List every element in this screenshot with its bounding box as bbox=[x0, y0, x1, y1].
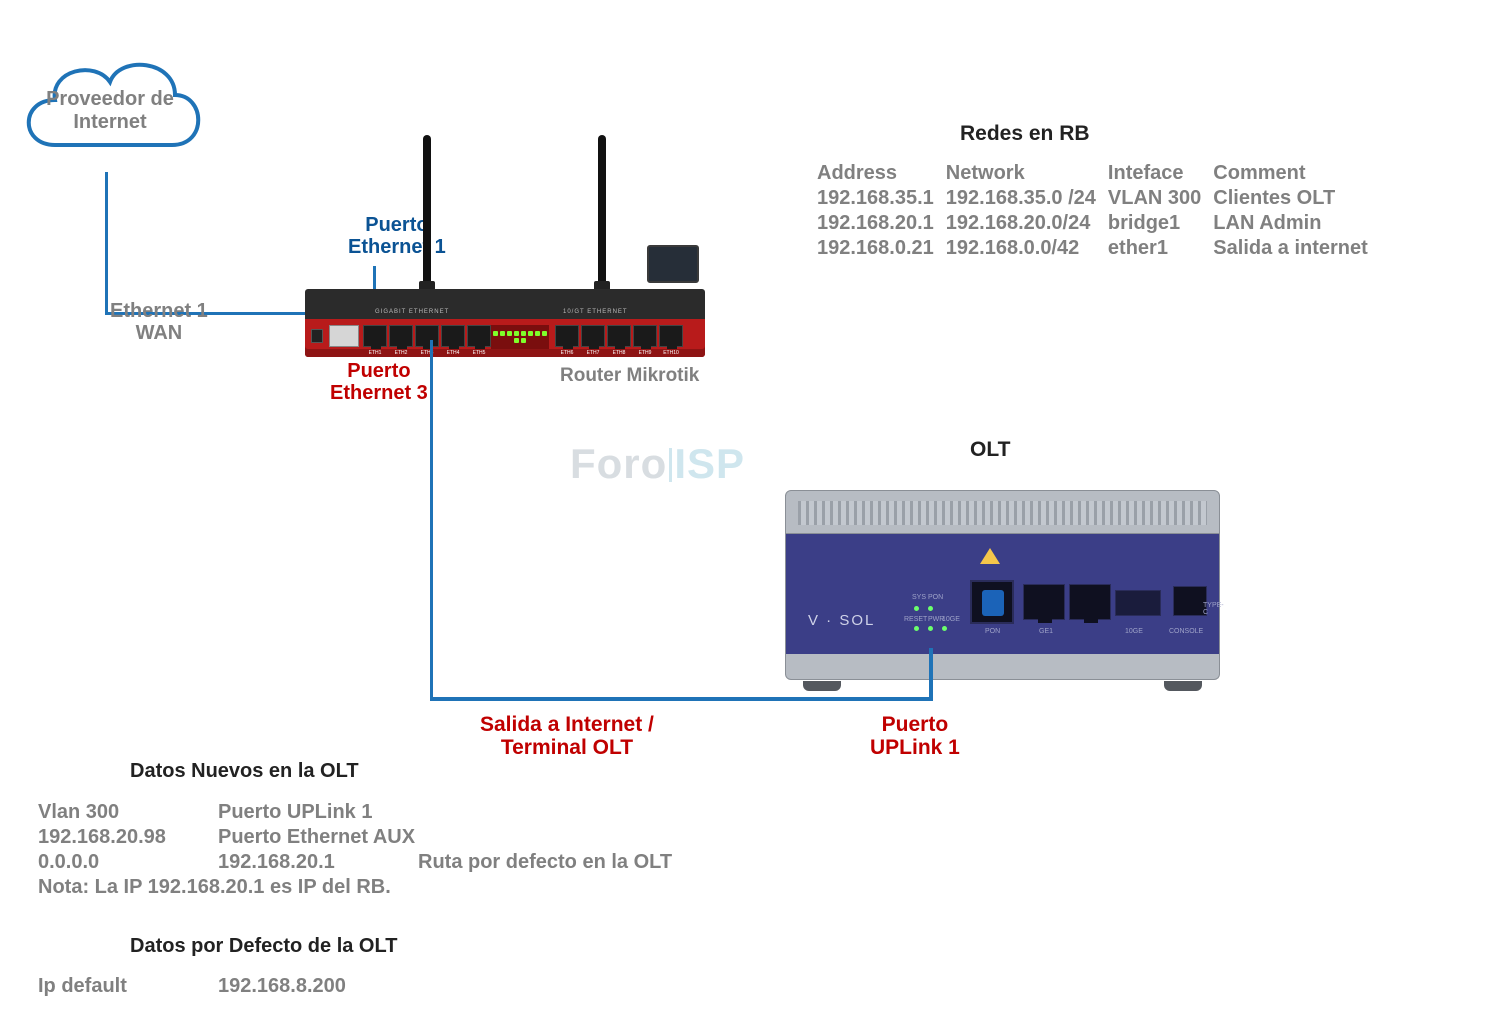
router-port-label: ETH2 bbox=[389, 350, 413, 356]
cloud-text-1: Proveedor de bbox=[46, 88, 174, 110]
olt-def-row: Ip default192.168.8.200 bbox=[38, 975, 346, 998]
rb-cell: 192.168.20.1 bbox=[817, 212, 944, 235]
rb-cell: bridge1 bbox=[1108, 212, 1211, 235]
olt-new-row: 0.0.0.0192.168.20.1Ruta por defecto en l… bbox=[38, 850, 672, 875]
rb-title: Redes en RB bbox=[960, 122, 1090, 146]
router-port-eth3 bbox=[415, 325, 439, 347]
router-port-label: ETH4 bbox=[441, 350, 465, 356]
olt-console-label: CONSOLE bbox=[1169, 628, 1203, 635]
link-router-olt-v bbox=[430, 340, 433, 700]
rb-header: Address bbox=[817, 162, 944, 185]
rb-cell: 192.168.35.1 bbox=[817, 187, 944, 210]
router-toptext-2: 10/GT ETHERNET bbox=[563, 309, 628, 315]
router-port-label: ETH9 bbox=[633, 350, 657, 356]
rb-cell: 192.168.20.0/24 bbox=[946, 212, 1106, 235]
olt-uplink-port-1 bbox=[1023, 584, 1065, 620]
rb-cell: VLAN 300 bbox=[1108, 187, 1211, 210]
rb-header: Comment bbox=[1213, 162, 1378, 185]
laser-warning-icon bbox=[980, 548, 1000, 564]
router-port-eth7 bbox=[581, 325, 605, 347]
watermark: ForoISP bbox=[570, 440, 745, 488]
olt-new-row: 192.168.20.98Puerto Ethernet AUX bbox=[38, 825, 672, 850]
router-port-eth10 bbox=[659, 325, 683, 347]
olt-ge-label: GE1 bbox=[1039, 628, 1053, 635]
router-port-eth6 bbox=[555, 325, 579, 347]
olt-device: V · SOL GPON OLT SYS PON RESET PWR 10GE … bbox=[785, 490, 1220, 685]
olt-brand: V · SOL bbox=[808, 612, 875, 629]
olt-def-body: Ip default192.168.8.200 bbox=[38, 975, 346, 998]
rb-cell: Salida a internet bbox=[1213, 237, 1378, 260]
router-port-label: ETH6 bbox=[555, 350, 579, 356]
router-port-label: ETH1 bbox=[363, 350, 387, 356]
router-port-eth5 bbox=[467, 325, 491, 347]
cloud-text-2: Internet bbox=[73, 111, 146, 133]
rb-table: AddressNetworkIntefaceComment 192.168.35.… bbox=[815, 160, 1380, 262]
router-device: GIGABIT ETHERNET 10/GT ETHERNET ETH1ETH2… bbox=[305, 265, 705, 357]
olt-uplink-port-2 bbox=[1069, 584, 1111, 620]
olt-new-body: Vlan 300Puerto UPLink 1192.168.20.98Puer… bbox=[38, 800, 672, 900]
router-usb-icon bbox=[311, 329, 323, 343]
label-eth1-wan: Ethernet 1WAN bbox=[110, 300, 208, 344]
rb-cell: Clientes OLT bbox=[1213, 187, 1378, 210]
router-led-panel bbox=[491, 325, 549, 349]
rb-cell: ether1 bbox=[1108, 237, 1211, 260]
label-router-name: Router Mikrotik bbox=[560, 365, 699, 387]
olt-sfp-port bbox=[1115, 590, 1161, 616]
rb-header: Network bbox=[946, 162, 1106, 185]
router-port-eth1 bbox=[363, 325, 387, 347]
label-puerto-eth1: PuertoEthernet 1 bbox=[348, 214, 446, 258]
olt-new-title: Datos Nuevos en la OLT bbox=[130, 760, 359, 783]
router-toptext-1: GIGABIT ETHERNET bbox=[375, 309, 449, 315]
label-salida-internet: Salida a Internet /Terminal OLT bbox=[480, 713, 654, 759]
router-port-eth8 bbox=[607, 325, 631, 347]
router-port-label: ETH10 bbox=[659, 350, 683, 356]
olt-console-port bbox=[1173, 586, 1207, 616]
router-port-label: ETH5 bbox=[467, 350, 491, 356]
label-puerto-uplink: PuertoUPLink 1 bbox=[870, 713, 960, 759]
olt-pon-port bbox=[970, 580, 1014, 624]
rb-cell: 192.168.0.0/42 bbox=[946, 237, 1106, 260]
olt-new-row: Vlan 300Puerto UPLink 1 bbox=[38, 800, 672, 825]
router-port-eth9 bbox=[633, 325, 657, 347]
label-olt: OLT bbox=[970, 438, 1010, 462]
olt-new-note: Nota: La IP 192.168.20.1 es IP del RB. bbox=[38, 875, 672, 900]
router-port-eth2 bbox=[389, 325, 413, 347]
link-router-olt-up bbox=[929, 648, 933, 701]
router-port-label: ETH3 bbox=[415, 350, 439, 356]
link-router-olt-h bbox=[430, 697, 932, 701]
router-sfp-port bbox=[329, 325, 359, 347]
rb-cell: LAN Admin bbox=[1213, 212, 1378, 235]
rb-header: Inteface bbox=[1108, 162, 1211, 185]
olt-pon-label: PON bbox=[985, 628, 1000, 635]
link-isp-vertical bbox=[105, 172, 108, 314]
cloud-label: Proveedor de Internet bbox=[10, 40, 210, 134]
rb-cell: 192.168.35.0 /24 bbox=[946, 187, 1106, 210]
olt-typec-label: TYPE-C bbox=[1203, 602, 1224, 616]
olt-def-title: Datos por Defecto de la OLT bbox=[130, 935, 397, 958]
rb-cell: 192.168.0.21 bbox=[817, 237, 944, 260]
router-port-label: ETH7 bbox=[581, 350, 605, 356]
router-port-label: ETH8 bbox=[607, 350, 631, 356]
router-port-eth4 bbox=[441, 325, 465, 347]
label-puerto-eth3: PuertoEthernet 3 bbox=[330, 360, 428, 404]
